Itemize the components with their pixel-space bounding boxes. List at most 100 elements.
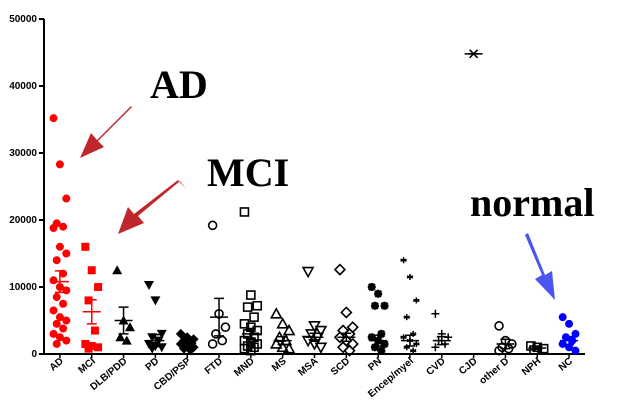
point <box>52 339 61 348</box>
error-bar <box>532 345 543 351</box>
point <box>406 273 414 280</box>
x-tick-label: MS <box>270 356 289 374</box>
error-bar <box>182 340 193 347</box>
point <box>409 347 417 354</box>
point <box>246 345 256 356</box>
y-tick-label: 30000 <box>9 148 37 159</box>
point <box>333 263 347 276</box>
point <box>62 336 71 345</box>
point <box>156 329 167 339</box>
point <box>246 290 256 300</box>
point <box>413 340 420 347</box>
point <box>121 335 132 345</box>
point <box>52 256 61 265</box>
point <box>49 306 58 315</box>
y-tick-label: 20000 <box>9 215 37 226</box>
x-tick-label: MCI <box>77 356 98 376</box>
point <box>81 339 90 348</box>
point <box>413 297 420 304</box>
annotation: normal <box>470 180 594 225</box>
error-bar <box>564 335 575 346</box>
error-bar <box>309 332 320 343</box>
error-bar <box>436 335 447 346</box>
point <box>374 289 383 298</box>
error-bar <box>277 335 288 346</box>
point <box>94 343 103 352</box>
point <box>81 242 90 251</box>
point <box>431 309 440 318</box>
point <box>377 346 386 355</box>
point <box>90 326 99 335</box>
point <box>239 343 250 354</box>
point <box>269 307 283 319</box>
x-tick-label: CVD <box>424 356 447 378</box>
point <box>380 301 389 310</box>
point <box>282 323 296 336</box>
x-tick-label: FTD <box>203 356 225 377</box>
point <box>494 321 504 331</box>
point <box>55 242 64 251</box>
point <box>565 319 574 328</box>
arrow <box>80 106 186 234</box>
point <box>217 335 228 346</box>
point <box>59 324 68 333</box>
point <box>494 345 504 356</box>
x-tick-label: other D <box>477 356 511 387</box>
point <box>150 296 161 306</box>
x-tick-label: MSA <box>296 356 320 379</box>
point <box>52 319 61 328</box>
point <box>400 334 407 341</box>
point <box>403 314 411 321</box>
point <box>84 344 93 353</box>
error-bar <box>118 306 129 335</box>
point <box>49 276 58 285</box>
point <box>314 342 328 354</box>
point <box>377 329 386 338</box>
point <box>87 266 96 275</box>
y-tick-label: 0 <box>31 349 37 360</box>
point <box>207 339 218 349</box>
point <box>207 220 218 231</box>
annotation: AD <box>150 62 208 107</box>
point <box>431 343 440 352</box>
x-tick-label: MND <box>232 356 257 379</box>
error-bar <box>341 332 352 343</box>
point <box>239 207 250 217</box>
y-tick-label: 10000 <box>9 282 37 293</box>
point <box>49 224 58 233</box>
point <box>55 333 64 342</box>
point <box>282 341 296 354</box>
error-bar <box>245 327 256 341</box>
point <box>62 286 71 295</box>
point <box>346 337 359 351</box>
point <box>112 265 123 275</box>
error-bar <box>214 297 225 337</box>
point <box>62 316 71 325</box>
point <box>220 322 231 333</box>
point <box>409 330 417 337</box>
point <box>59 222 68 231</box>
point <box>185 344 196 355</box>
point <box>343 344 356 357</box>
error-bar <box>54 270 65 294</box>
point <box>49 329 58 338</box>
point <box>94 283 103 291</box>
point <box>403 344 411 351</box>
point <box>367 283 376 291</box>
point <box>301 266 315 279</box>
point <box>269 337 283 349</box>
point <box>252 300 263 311</box>
point <box>52 293 61 302</box>
point <box>143 280 154 290</box>
error-bar <box>373 334 384 347</box>
point <box>370 343 379 352</box>
point <box>367 333 376 342</box>
point <box>249 312 259 322</box>
annotation: MCI <box>207 150 289 195</box>
arrow <box>520 233 555 300</box>
point <box>59 299 68 308</box>
x-tick-label: NPH <box>520 356 543 378</box>
x-tick-label: SCD <box>329 356 352 378</box>
point <box>571 346 580 355</box>
